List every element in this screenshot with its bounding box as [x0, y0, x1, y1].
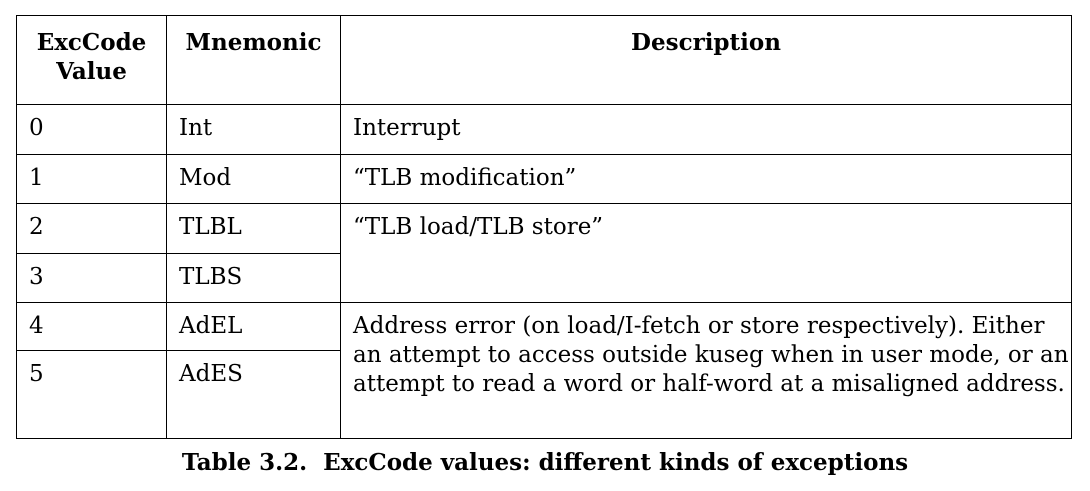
- header-exccode-line1: ExcCode: [36, 29, 147, 56]
- table-row: 1 Mod “TLB modification”: [16, 154, 1072, 204]
- cell-description: Address error (on load/I-fetch or store …: [340, 302, 1072, 439]
- cell-code: 5: [16, 350, 167, 439]
- cell-mnemonic: AdEL: [166, 302, 341, 351]
- cell-description: Interrupt: [340, 104, 1072, 155]
- cell-mnemonic: TLBL: [166, 203, 341, 254]
- table-row: 3 TLBS: [16, 253, 1072, 303]
- cell-description: “TLB modification”: [340, 154, 1072, 204]
- exccode-table: ExcCode Value Mnemonic Description 0 Int…: [16, 15, 1072, 439]
- cell-mnemonic: TLBS: [166, 253, 341, 303]
- cell-description: “TLB load/TLB store”: [340, 203, 1072, 303]
- cell-code: 4: [16, 302, 167, 351]
- table-row: 5 AdES: [16, 350, 1072, 439]
- table-row: 2 TLBL “TLB load/TLB store”: [16, 203, 1072, 303]
- cell-code: 0: [16, 104, 167, 155]
- cell-mnemonic: Int: [166, 104, 341, 155]
- cell-mnemonic: AdES: [166, 350, 341, 439]
- header-exccode-line2: Value: [56, 58, 127, 85]
- table-caption: Table 3.2. ExcCode values: different kin…: [181, 449, 909, 476]
- cell-code: 3: [16, 253, 167, 303]
- header-description: Description: [340, 15, 1072, 105]
- header-mnemonic: Mnemonic: [166, 15, 341, 105]
- table-row: 4 AdEL Address error (on load/I-fetch or…: [16, 302, 1072, 439]
- cell-mnemonic: Mod: [166, 154, 341, 204]
- header-row: ExcCode Value Mnemonic Description: [16, 15, 1072, 105]
- cell-code: 1: [16, 154, 167, 204]
- table-row: 0 Int Interrupt: [16, 104, 1072, 155]
- cell-code: 2: [16, 203, 167, 254]
- header-exccode-value: ExcCode Value: [16, 15, 167, 105]
